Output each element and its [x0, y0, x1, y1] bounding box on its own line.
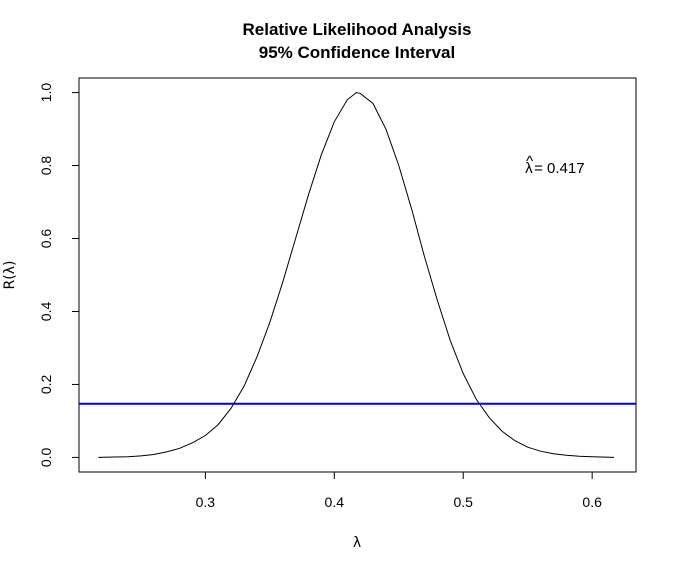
y-axis-label: R(λ)	[2, 261, 18, 290]
x-axis: 0.3 0.4 0.5 0.6	[196, 471, 602, 510]
x-tick-label: 0.5	[453, 494, 473, 510]
x-axis-label: λ	[353, 535, 361, 551]
x-tick-label: 0.4	[325, 494, 345, 510]
mle-annotation: λ ^ = 0.417	[525, 153, 584, 177]
y-axis: 0.0 0.2 0.4 0.6 0.8 1.0	[38, 83, 80, 467]
mle-lambda-symbol: λ	[525, 160, 533, 177]
y-tick-label: 0.6	[38, 229, 54, 249]
y-tick-label: 1.0	[38, 83, 54, 103]
x-tick-label: 0.3	[196, 494, 216, 510]
x-tick-label: 0.6	[582, 494, 602, 510]
chart-title: Relative Likelihood Analysis	[243, 20, 472, 39]
chart-subtitle: 95% Confidence Interval	[259, 43, 456, 62]
mle-hat-accent: ^	[526, 153, 533, 170]
likelihood-curve	[98, 92, 615, 458]
mle-value-label: = 0.417	[534, 160, 584, 177]
plot-frame	[78, 77, 637, 473]
y-tick-label: 0.0	[38, 447, 54, 467]
y-tick-label: 0.8	[38, 156, 54, 176]
y-tick-label: 0.4	[38, 302, 54, 322]
y-tick-label: 0.2	[38, 375, 54, 395]
